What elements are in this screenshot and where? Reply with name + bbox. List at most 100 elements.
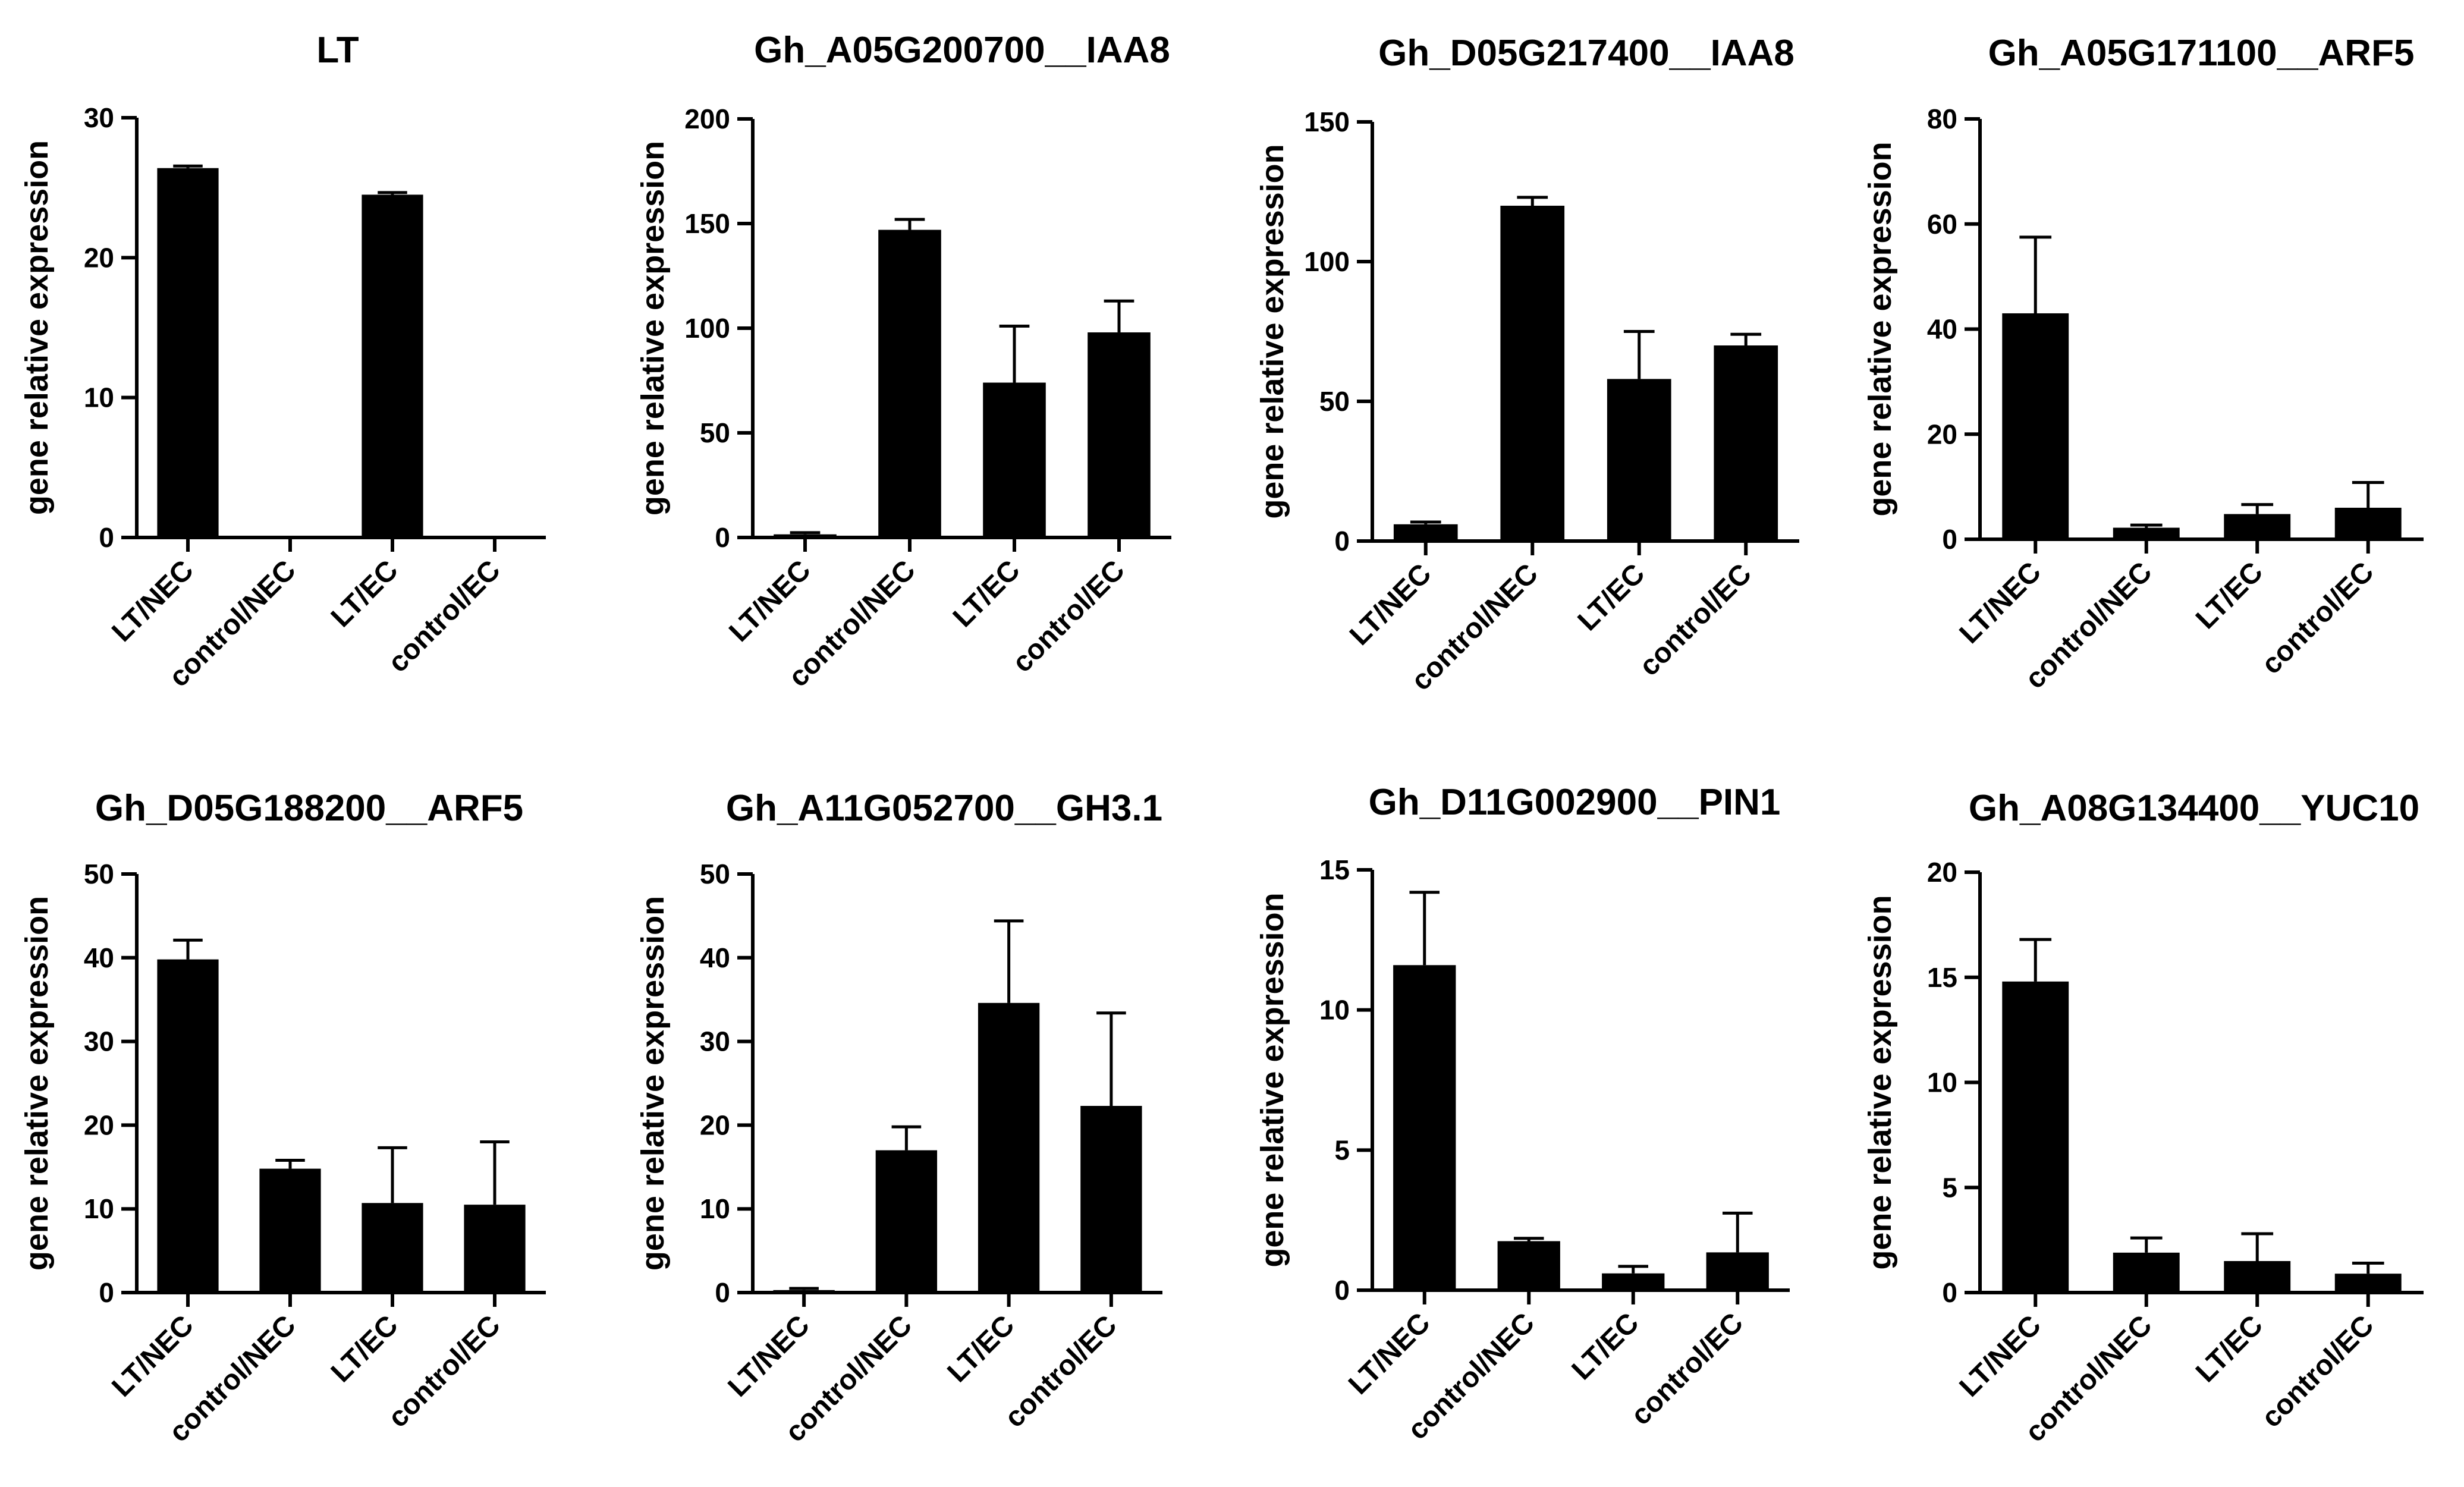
y-tick-label: 0: [99, 522, 114, 553]
bar-control-nec: [2113, 1252, 2180, 1293]
chart-panel-1: LT gene relative expression 0 10 20 30 LT/NEC c…: [19, 30, 546, 693]
bar-control-nec: [1500, 206, 1565, 541]
x-category-label: LT/EC: [947, 554, 1026, 633]
y-tick-label: 200: [684, 103, 730, 134]
x-category-label: LT/NEC: [1344, 558, 1438, 652]
x-category-label: LT/EC: [1566, 1307, 1645, 1386]
y-tick-label: 0: [715, 522, 730, 553]
bar-control-nec: [2113, 527, 2180, 539]
y-tick-label: 15: [1927, 962, 1957, 993]
y-tick-label: 5: [1942, 1172, 1957, 1203]
bar-control-nec: [878, 230, 941, 537]
x-category-label: LT/EC: [2190, 1309, 2269, 1388]
y-tick-label: 0: [715, 1277, 730, 1308]
y-axis-label: gene relative expression: [1255, 892, 1290, 1267]
chart-title: Gh_A11G052700__GH3.1: [726, 788, 1162, 829]
y-tick-label: 20: [1927, 419, 1957, 449]
chart-title: Gh_A08G134400__YUC10: [1969, 788, 2419, 829]
bar-control-ec: [2334, 1274, 2402, 1293]
chart-title: Gh_A05G171100__ARF5: [1988, 33, 2415, 74]
y-axis-label: gene relative expression: [1862, 142, 1898, 516]
x-category-label: LT/EC: [2190, 556, 2269, 635]
bar-control-ec: [1706, 1252, 1769, 1290]
x-category-label: LT/NEC: [722, 1309, 816, 1403]
chart-title: LT: [316, 30, 359, 71]
x-category-label: LT/EC: [1572, 558, 1651, 637]
x-category-label: control/EC: [1007, 554, 1131, 678]
bar-control-ec: [1080, 1106, 1142, 1293]
y-axis-label: gene relative expression: [635, 896, 671, 1271]
x-category-label: control/EC: [1633, 558, 1758, 682]
y-tick-label: 40: [700, 942, 730, 973]
y-tick-label: 50: [700, 859, 730, 889]
bar-control-nec: [875, 1150, 938, 1293]
x-category-label: LT/NEC: [1343, 1307, 1437, 1401]
x-category-label: control/EC: [999, 1309, 1123, 1433]
y-tick-label: 150: [1304, 106, 1350, 137]
bar-control-ec: [464, 1205, 526, 1293]
y-tick-label: 40: [1927, 314, 1957, 345]
bar-lt-ec: [2224, 514, 2291, 539]
chart-title: Gh_D05G217400__IAA8: [1378, 33, 1794, 74]
y-axis-label: gene relative expression: [635, 141, 671, 515]
y-axis-label: gene relative expression: [19, 896, 55, 1271]
y-axis-label: gene relative expression: [1862, 895, 1898, 1269]
y-tick-label: 150: [684, 208, 730, 239]
x-category-label: LT/NEC: [106, 554, 200, 648]
bar-lt-ec: [978, 1002, 1040, 1293]
bar-control-ec: [1714, 345, 1778, 541]
bar-lt-ec: [2224, 1260, 2291, 1293]
bar-lt-nec: [2002, 981, 2069, 1293]
y-tick-label: 30: [84, 102, 114, 133]
x-category-label: control/EC: [2255, 1309, 2380, 1433]
bar-control-nec: [1497, 1241, 1560, 1290]
bar-lt-ec: [1607, 379, 1671, 541]
bar-lt-ec: [1602, 1273, 1665, 1290]
y-axis-label: gene relative expression: [19, 140, 55, 515]
x-category-label: control/EC: [1625, 1307, 1749, 1431]
y-tick-label: 60: [1927, 209, 1957, 240]
y-tick-label: 10: [84, 1193, 114, 1224]
y-tick-label: 40: [84, 942, 114, 973]
bar-lt-nec: [773, 1290, 835, 1293]
x-category-label: LT/EC: [325, 1309, 404, 1388]
y-tick-label: 20: [84, 242, 114, 273]
y-tick-label: 10: [700, 1193, 730, 1224]
x-category-label: control/EC: [382, 1309, 507, 1433]
y-tick-label: 100: [684, 313, 730, 344]
y-tick-label: 100: [1304, 246, 1350, 277]
x-category-label: LT/NEC: [1954, 1309, 2048, 1403]
y-tick-label: 0: [1334, 526, 1350, 557]
bar-control-ec: [2334, 507, 2402, 539]
y-tick-label: 0: [1334, 1275, 1350, 1306]
chart-title: Gh_D11G002900__PIN1: [1369, 782, 1781, 823]
bar-lt-ec: [362, 1203, 423, 1293]
y-tick-label: 15: [1319, 854, 1350, 885]
bar-lt-nec: [1393, 524, 1458, 541]
bar-lt-nec: [1393, 965, 1456, 1290]
y-tick-label: 0: [1942, 1277, 1957, 1308]
bar-control-nec: [259, 1168, 321, 1293]
y-tick-label: 80: [1927, 103, 1957, 134]
y-tick-label: 50: [1319, 386, 1350, 417]
x-category-label: LT/NEC: [1954, 556, 2048, 650]
x-category-label: control/EC: [2255, 556, 2380, 680]
y-axis-label: gene relative expression: [1255, 144, 1290, 518]
y-tick-label: 5: [1334, 1134, 1350, 1165]
y-tick-label: 0: [99, 1277, 114, 1308]
y-tick-label: 20: [84, 1109, 114, 1140]
y-tick-label: 10: [1927, 1067, 1957, 1098]
bar-lt-nec: [2002, 313, 2069, 539]
bar-lt-nec: [774, 534, 837, 537]
y-tick-label: 0: [1942, 524, 1957, 555]
bar-lt-ec: [983, 382, 1046, 537]
x-category-label: LT/EC: [941, 1309, 1020, 1388]
x-category-label: LT/NEC: [106, 1309, 200, 1403]
